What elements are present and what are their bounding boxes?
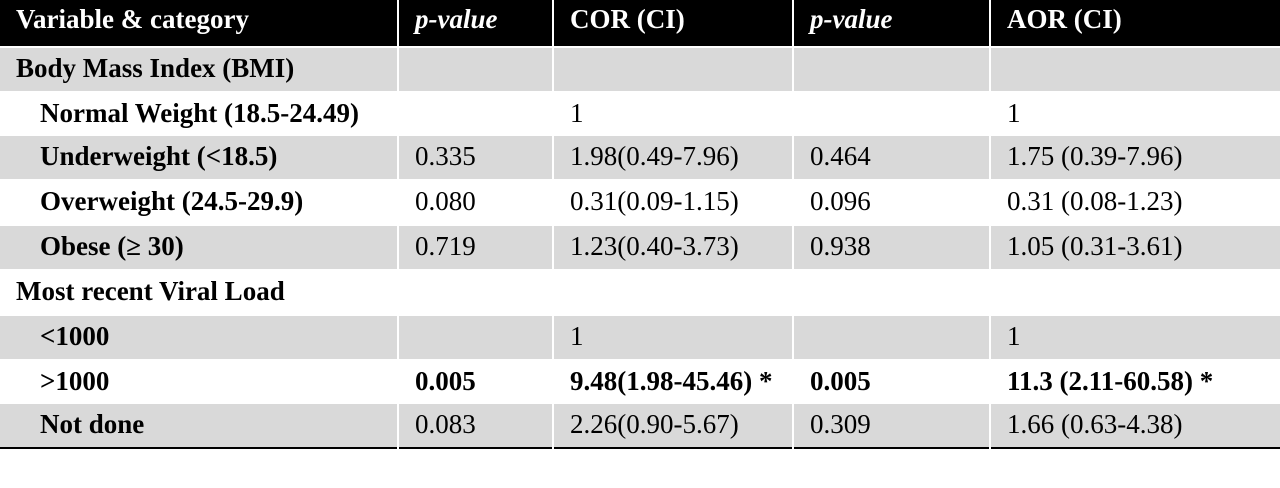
- row-label: Overweight (24.5-29.9): [0, 180, 399, 225]
- cell-aor: 1: [1007, 98, 1021, 128]
- cell-cor: 1: [553, 92, 794, 135]
- cell-aor: 1.75 (0.39-7.96): [990, 135, 1280, 180]
- cell-p-value-cor: [398, 92, 554, 135]
- header-variable: Variable & category: [0, 0, 399, 47]
- header-row: Variable & category p-value COR (CI) p-v…: [0, 0, 1280, 47]
- cell-p-value-cor: 0.080: [398, 180, 554, 225]
- table-row-underweight: Underweight (<18.5) 0.335 1.98(0.49-7.96…: [0, 135, 1280, 180]
- section-label: Most recent Viral Load: [0, 270, 399, 315]
- cell-aor: 1.05 (0.31-3.61): [990, 225, 1280, 270]
- cell-p-value-cor: 0.335: [398, 135, 554, 180]
- table-row-under-1000: <1000 1 1: [0, 315, 1280, 360]
- cell-p-value-aor: 0.938: [793, 225, 991, 270]
- cell-p-value-aor: 0.096: [793, 180, 991, 225]
- table-row-overweight: Overweight (24.5-29.9) 0.080 0.31(0.09-1…: [0, 180, 1280, 225]
- row-label: Not done: [0, 403, 399, 448]
- row-label: Obese (≥ 30): [0, 225, 399, 270]
- cell-p-value-aor: 0.464: [793, 135, 991, 180]
- row-label: Normal Weight (18.5-24.49): [0, 92, 399, 135]
- cell-cor: 0.31(0.09-1.15): [553, 180, 794, 225]
- cell-p-value-aor: 0.005: [793, 360, 991, 403]
- section-row-viral-load: Most recent Viral Load: [0, 270, 1280, 315]
- cell-aor: 1.66 (0.63-4.38): [990, 403, 1280, 448]
- header-cor: COR (CI): [553, 0, 794, 47]
- cell-cor: 1.23(0.40-3.73): [553, 225, 794, 270]
- header-p-value-aor: p-value: [793, 0, 991, 47]
- table-row-normal-weight: Normal Weight (18.5-24.49) 1 1: [0, 92, 1280, 135]
- row-label: >1000: [0, 360, 399, 403]
- row-label: Underweight (<18.5): [0, 135, 399, 180]
- cell-aor: 1: [990, 315, 1280, 360]
- cell-cor: 9.48(1.98-45.46) *: [553, 360, 794, 403]
- cell-p-value-cor: [398, 315, 554, 360]
- header-aor: AOR (CI): [990, 0, 1280, 47]
- cell-p-value-aor: 0.309: [793, 403, 991, 448]
- header-p-value-cor: p-value: [398, 0, 554, 47]
- cell-cor: 1.98(0.49-7.96): [553, 135, 794, 180]
- section-label: Body Mass Index (BMI): [0, 47, 399, 92]
- cell-aor: 11.3 (2.11-60.58) *: [1007, 366, 1214, 396]
- cell-cor: 1: [553, 315, 794, 360]
- table-row-not-done: Not done 0.083 2.26(0.90-5.67) 0.309 1.6…: [0, 403, 1280, 448]
- row-label: <1000: [0, 315, 399, 360]
- cell-p-value-cor: 0.083: [398, 403, 554, 448]
- table-row-obese: Obese (≥ 30) 0.719 1.23(0.40-3.73) 0.938…: [0, 225, 1280, 270]
- results-table: Variable & category p-value COR (CI) p-v…: [0, 0, 1280, 448]
- cell-p-value-aor: [793, 315, 991, 360]
- section-row-bmi: Body Mass Index (BMI): [0, 47, 1280, 92]
- table-row-over-1000: >1000 0.005 9.48(1.98-45.46) * 0.005 11.…: [0, 360, 1280, 403]
- cell-p-value-cor: 0.719: [398, 225, 554, 270]
- cell-aor: 0.31 (0.08-1.23): [1007, 186, 1183, 216]
- cell-cor: 2.26(0.90-5.67): [553, 403, 794, 448]
- cell-p-value-aor: [793, 92, 991, 135]
- cell-p-value-cor: 0.005: [398, 360, 554, 403]
